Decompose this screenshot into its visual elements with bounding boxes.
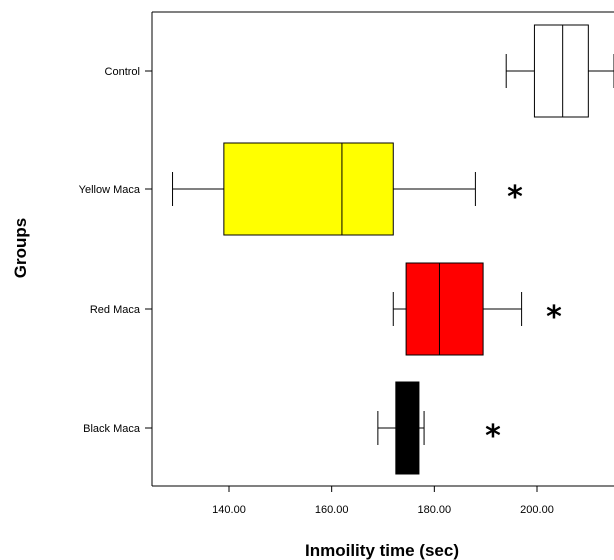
significance-marker: *: [485, 419, 501, 454]
box-iqr: [395, 381, 420, 475]
y-axis-title: Groups: [11, 218, 30, 278]
x-tick-label: 160.00: [315, 504, 349, 516]
box-iqr: [223, 142, 394, 236]
y-tick-label: Red Maca: [90, 304, 141, 316]
significance-marker: *: [546, 300, 562, 335]
x-tick-label: 180.00: [418, 504, 452, 516]
x-tick-label: 200.00: [520, 504, 554, 516]
box-black-maca: *: [377, 381, 501, 475]
x-axis-title: Inmoility time (sec): [305, 541, 459, 560]
y-tick-label: Control: [105, 66, 140, 78]
box-iqr: [405, 262, 484, 356]
box-yellow-maca: *: [172, 142, 523, 236]
significance-marker: *: [507, 180, 523, 215]
x-tick-label: 140.00: [212, 504, 246, 516]
box-iqr: [533, 24, 589, 118]
box-control: [505, 24, 614, 118]
y-tick-label: Black Maca: [83, 423, 141, 435]
y-tick-label: Yellow Maca: [79, 184, 141, 196]
box-red-maca: *: [392, 262, 562, 356]
